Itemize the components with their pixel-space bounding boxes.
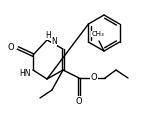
Text: O: O bbox=[7, 44, 14, 53]
Text: O: O bbox=[76, 97, 82, 106]
Text: CH₃: CH₃ bbox=[92, 31, 104, 37]
Text: N: N bbox=[51, 37, 57, 46]
Text: HN: HN bbox=[19, 68, 31, 77]
Text: H: H bbox=[45, 31, 51, 40]
Text: O: O bbox=[91, 73, 97, 82]
